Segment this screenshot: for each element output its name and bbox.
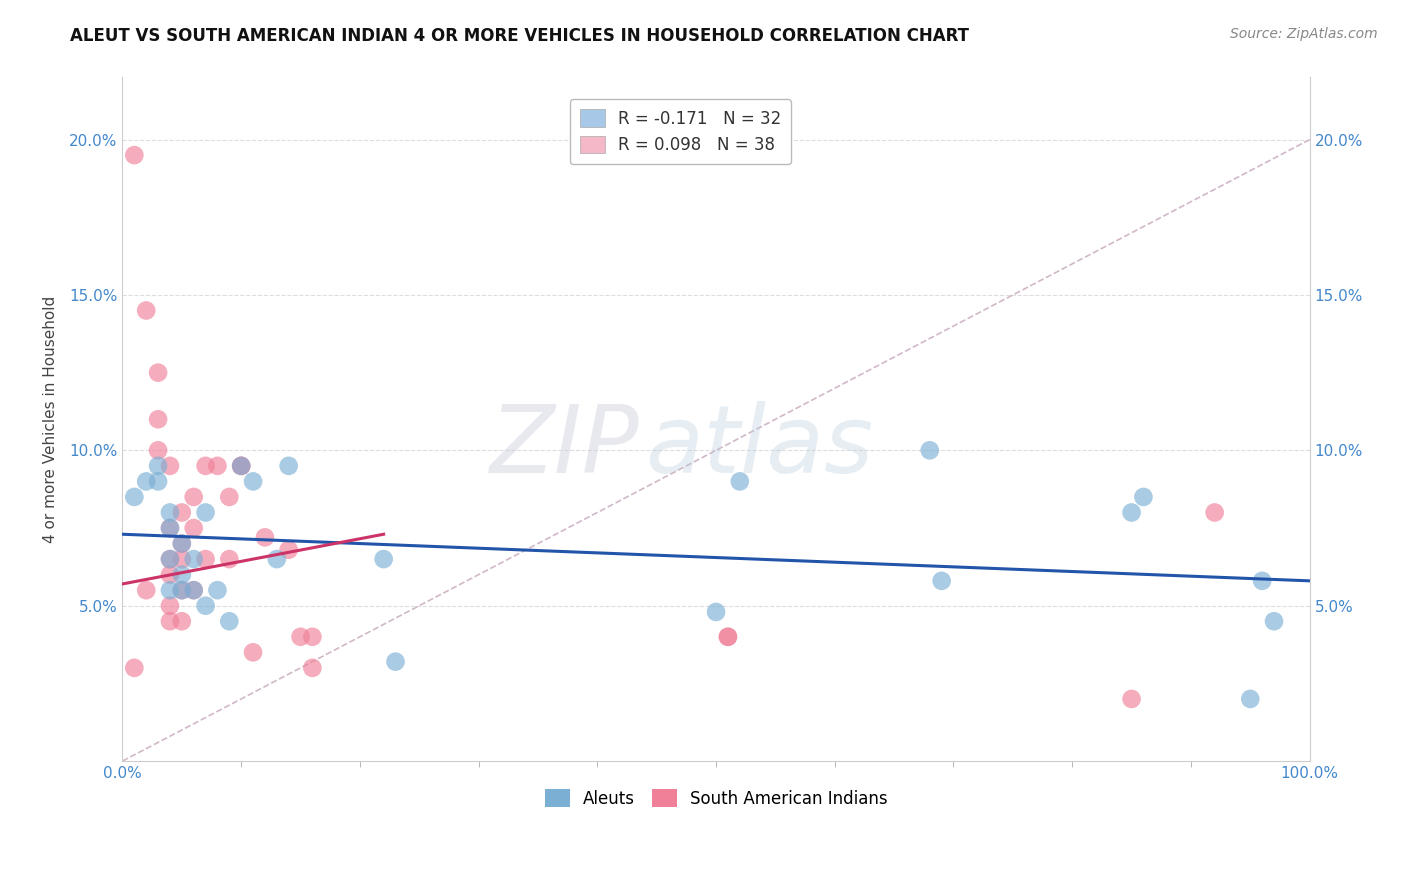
Point bbox=[159, 458, 181, 473]
Point bbox=[146, 475, 169, 489]
Point bbox=[146, 443, 169, 458]
Point bbox=[159, 506, 181, 520]
Text: atlas: atlas bbox=[645, 401, 873, 492]
Point bbox=[242, 475, 264, 489]
Point bbox=[135, 475, 157, 489]
Point bbox=[194, 458, 217, 473]
Point bbox=[135, 303, 157, 318]
Point bbox=[301, 661, 323, 675]
Point bbox=[277, 542, 299, 557]
Point bbox=[290, 630, 312, 644]
Point bbox=[194, 552, 217, 566]
Point bbox=[301, 630, 323, 644]
Point bbox=[717, 630, 740, 644]
Point bbox=[124, 148, 146, 162]
Point bbox=[194, 506, 217, 520]
Point bbox=[1121, 692, 1143, 706]
Point bbox=[170, 583, 193, 598]
Point bbox=[183, 521, 205, 535]
Text: ALEUT VS SOUTH AMERICAN INDIAN 4 OR MORE VEHICLES IN HOUSEHOLD CORRELATION CHART: ALEUT VS SOUTH AMERICAN INDIAN 4 OR MORE… bbox=[70, 27, 969, 45]
Legend: Aleuts, South American Indians: Aleuts, South American Indians bbox=[538, 783, 894, 814]
Point bbox=[1204, 506, 1226, 520]
Point bbox=[124, 661, 146, 675]
Point bbox=[242, 645, 264, 659]
Point bbox=[231, 458, 253, 473]
Point bbox=[717, 630, 740, 644]
Point bbox=[207, 458, 229, 473]
Point bbox=[918, 443, 941, 458]
Point bbox=[1121, 506, 1143, 520]
Point bbox=[159, 521, 181, 535]
Point bbox=[146, 458, 169, 473]
Text: Source: ZipAtlas.com: Source: ZipAtlas.com bbox=[1230, 27, 1378, 41]
Point bbox=[135, 583, 157, 598]
Point bbox=[1251, 574, 1274, 588]
Point bbox=[159, 583, 181, 598]
Y-axis label: 4 or more Vehicles in Household: 4 or more Vehicles in Household bbox=[44, 295, 58, 543]
Point bbox=[159, 567, 181, 582]
Point bbox=[170, 552, 193, 566]
Point bbox=[218, 552, 240, 566]
Point bbox=[146, 366, 169, 380]
Point bbox=[183, 583, 205, 598]
Point bbox=[1263, 614, 1285, 628]
Text: ZIP: ZIP bbox=[489, 401, 638, 492]
Point bbox=[218, 614, 240, 628]
Point bbox=[159, 521, 181, 535]
Point bbox=[159, 599, 181, 613]
Point bbox=[218, 490, 240, 504]
Point bbox=[159, 552, 181, 566]
Point bbox=[373, 552, 395, 566]
Point bbox=[159, 614, 181, 628]
Point bbox=[704, 605, 727, 619]
Point bbox=[231, 458, 253, 473]
Point bbox=[170, 506, 193, 520]
Point bbox=[170, 614, 193, 628]
Point bbox=[1132, 490, 1154, 504]
Point bbox=[1239, 692, 1261, 706]
Point bbox=[170, 536, 193, 550]
Point bbox=[183, 583, 205, 598]
Point bbox=[231, 458, 253, 473]
Point bbox=[170, 536, 193, 550]
Point bbox=[277, 458, 299, 473]
Point bbox=[194, 599, 217, 613]
Point bbox=[170, 567, 193, 582]
Point bbox=[170, 583, 193, 598]
Point bbox=[384, 655, 406, 669]
Point bbox=[266, 552, 288, 566]
Point bbox=[146, 412, 169, 426]
Point bbox=[728, 475, 751, 489]
Point bbox=[207, 583, 229, 598]
Point bbox=[183, 490, 205, 504]
Point bbox=[931, 574, 953, 588]
Point bbox=[253, 530, 276, 544]
Point bbox=[124, 490, 146, 504]
Point bbox=[183, 552, 205, 566]
Point bbox=[159, 552, 181, 566]
